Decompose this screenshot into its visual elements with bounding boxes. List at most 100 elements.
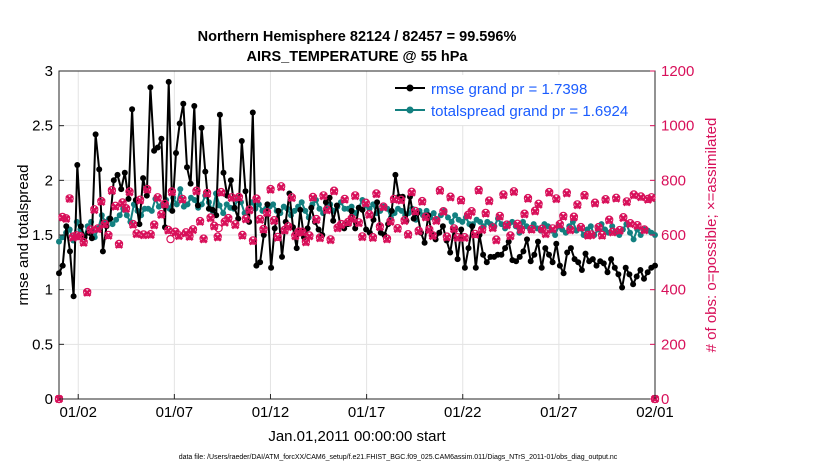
right-tick-label: 600	[661, 227, 686, 244]
obs-possible-point	[107, 185, 117, 195]
rmse-point	[173, 150, 179, 156]
x-tick-label: 01/07	[156, 404, 194, 421]
totalspread-point	[348, 203, 355, 210]
obs-possible-point	[470, 229, 480, 239]
obs-assimilated-point	[470, 230, 480, 239]
obs-assimilated-point	[266, 185, 275, 195]
obs-possible-point	[372, 189, 381, 198]
obs-assimilated-point	[428, 231, 437, 241]
obs-assimilated-point	[277, 183, 286, 192]
obs-possible-point	[326, 235, 335, 244]
obs-possible-point	[449, 224, 459, 233]
obs-possible-point	[418, 196, 427, 206]
obs-possible-point	[58, 212, 67, 222]
rmse-point	[549, 259, 556, 266]
totalspread-point	[59, 234, 66, 241]
obs-assimilated-point	[368, 233, 378, 243]
rmse-point	[465, 245, 472, 252]
rmse-point	[271, 225, 278, 232]
obs-assimilated-point	[167, 188, 177, 197]
obs-assimilated-point	[61, 214, 71, 224]
totalspread-point	[398, 207, 405, 214]
rmse-point	[216, 111, 223, 118]
rmse-point	[77, 223, 84, 230]
obs-possible-point	[601, 194, 610, 204]
legend-spread-marker	[406, 106, 414, 114]
obs-assimilated-point	[238, 231, 247, 240]
obs-assimilated-point	[418, 197, 427, 207]
totalspread-point	[109, 221, 116, 228]
obs-possible-point	[509, 187, 519, 196]
obs-possible-point	[559, 211, 568, 221]
obs-assimilated-point	[312, 215, 321, 225]
obs-assimilated-point	[516, 225, 526, 235]
obs-assimilated-point	[199, 235, 208, 244]
obs-possible-point	[301, 237, 311, 246]
rmse-point	[454, 256, 461, 263]
rmse-point	[600, 260, 607, 267]
obs-assimilated-point	[555, 220, 564, 230]
obs-possible-point	[573, 200, 582, 209]
obs-assimilated-point	[259, 225, 268, 234]
obs-possible-point	[527, 224, 536, 234]
left-tick-label: 3	[45, 63, 53, 80]
rmse-point	[165, 78, 172, 85]
obs-assimilated-point	[83, 288, 92, 297]
obs-possible-point	[245, 205, 254, 214]
obs-assimilated-point	[562, 189, 571, 198]
rmse-point	[260, 232, 267, 238]
rmse-point	[322, 199, 329, 206]
obs-possible-point	[622, 197, 632, 206]
totalspread-point	[216, 202, 223, 209]
obs-possible-point	[224, 213, 233, 223]
rmse-point	[611, 264, 618, 271]
rmse-point	[578, 267, 585, 273]
totalspread-point	[177, 186, 184, 193]
obs-assimilated-point	[354, 219, 363, 228]
totalspread-point	[148, 207, 155, 214]
legend-rmse-marker	[406, 84, 414, 92]
obs-possible-point	[238, 230, 247, 240]
obs-possible-point	[400, 215, 409, 225]
rmse-point	[546, 251, 552, 258]
obs-assimilated-point	[633, 221, 642, 231]
obs-assimilated-point	[305, 232, 314, 241]
obs-possible-point	[255, 214, 265, 224]
rmse-point	[180, 100, 187, 107]
rmse-point	[279, 253, 285, 260]
obs-possible-point	[146, 229, 155, 239]
obs-assimilated-point	[90, 205, 99, 215]
rmse-point	[619, 284, 626, 291]
rmse-point	[176, 120, 183, 127]
obs-possible-point	[248, 236, 258, 245]
right-tick-label: 0	[661, 391, 669, 408]
obs-possible-point	[435, 185, 445, 195]
chart-title-line2: AIRS_TEMPERATURE @ 55 hPa	[247, 49, 469, 65]
obs-possible-point	[214, 223, 223, 233]
obs-possible-point	[365, 209, 374, 219]
obs-possible-point	[379, 202, 388, 211]
obs-assimilated-point	[375, 222, 385, 232]
obs-assimilated-point	[601, 195, 610, 205]
rmse-point	[220, 169, 227, 176]
obs-possible-point	[206, 213, 215, 222]
obs-possible-point	[188, 225, 198, 234]
x-tick-label: 01/17	[348, 404, 386, 421]
obs-assimilated-point	[358, 233, 367, 242]
obs-possible-point	[209, 221, 219, 230]
obs-assimilated-point	[612, 194, 621, 203]
rmse-point	[637, 267, 644, 273]
obs-assimilated-point	[527, 225, 536, 234]
obs-assimilated-point	[492, 236, 501, 245]
right-tick-label: 1000	[661, 118, 694, 135]
obs-possible-point	[523, 193, 533, 203]
obs-assimilated-point	[65, 194, 74, 204]
obs-possible-point	[128, 219, 138, 229]
totalspread-point	[302, 207, 309, 214]
obs-possible-point	[358, 232, 367, 241]
rmse-point	[184, 164, 190, 171]
obs-assimilated-point	[453, 233, 462, 243]
obs-assimilated-point	[245, 206, 254, 215]
rmse-point	[604, 269, 611, 276]
obs-assimilated-point	[188, 225, 198, 235]
